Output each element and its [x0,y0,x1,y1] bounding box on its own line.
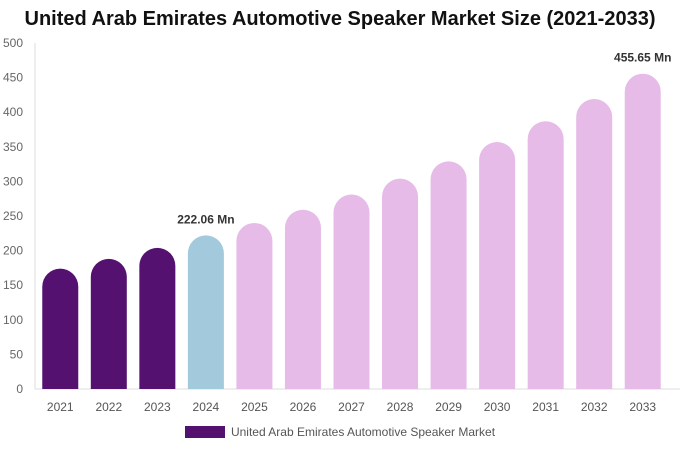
y-tick-label: 400 [3,105,23,119]
y-tick-label: 250 [3,209,23,223]
x-tick-label: 2025 [241,400,268,414]
x-tick-label: 2029 [435,400,462,414]
bar-2031 [527,121,564,390]
x-tick-label: 2021 [47,400,74,414]
chart-title: United Arab Emirates Automotive Speaker … [24,8,656,30]
bar-2021 [42,268,79,389]
legend: United Arab Emirates Automotive Speaker … [0,425,680,439]
legend-swatch [184,426,225,438]
x-tick-label: 2028 [387,400,414,414]
y-tick-label: 50 [10,347,24,361]
data-label: 455.65 Mn [614,51,671,65]
data-label: 222.06 Mn [177,212,234,226]
bar-2023 [139,247,176,389]
bar-2022 [90,258,127,389]
y-tick-label: 300 [3,174,23,188]
bar-2025 [236,222,273,389]
y-tick-label: 450 [3,71,23,85]
y-tick-label: 350 [3,140,23,154]
x-tick-label: 2033 [629,400,656,414]
bar-2028 [382,178,419,389]
y-tick-label: 100 [3,313,23,327]
x-tick-label: 2031 [532,400,559,414]
x-tick-label: 2023 [144,400,171,414]
x-tick-label: 2024 [193,400,220,414]
x-tick-label: 2026 [290,400,317,414]
legend-label: United Arab Emirates Automotive Speaker … [230,425,496,439]
y-tick-label: 150 [3,278,23,292]
x-tick-label: 2022 [95,400,122,414]
bar-2026 [284,209,321,389]
bar-2030 [479,141,516,389]
bar-2024 [187,235,224,389]
bar-2027 [333,194,370,389]
x-tick-label: 2027 [338,400,365,414]
y-tick-label: 0 [16,382,23,396]
y-tick-label: 500 [3,36,23,50]
y-tick-label: 200 [3,244,23,258]
bar-2032 [576,99,613,389]
x-tick-label: 2032 [581,400,608,414]
x-tick-label: 2030 [484,400,511,414]
bar-2029 [430,161,467,389]
bar-2033 [624,73,661,390]
